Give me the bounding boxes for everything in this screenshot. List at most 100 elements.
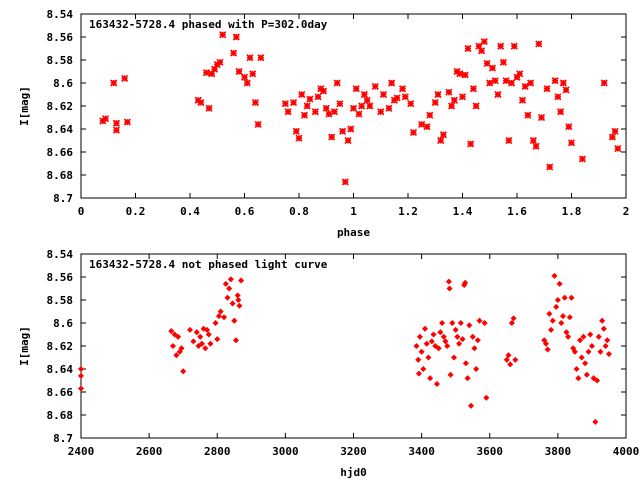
data-point <box>588 342 595 350</box>
data-point <box>578 155 586 163</box>
data-point <box>585 348 592 355</box>
data-point <box>416 333 423 340</box>
data-point <box>497 42 505 50</box>
data-point <box>254 120 262 128</box>
data-point <box>502 77 510 85</box>
data-point <box>235 296 242 304</box>
data-point <box>426 111 434 119</box>
data-point <box>377 108 385 116</box>
data-point <box>458 93 467 101</box>
data-point <box>478 47 486 55</box>
x-tick-label: 0.4 <box>180 205 200 218</box>
data-point <box>235 67 243 76</box>
x-axis-label: hjd0 <box>340 466 367 479</box>
x-tick-label: 1.8 <box>562 205 582 218</box>
data-point <box>481 319 488 327</box>
x-tick-label: 1.6 <box>507 205 527 218</box>
data-point <box>219 31 227 39</box>
data-point <box>544 346 551 353</box>
y-tick-label: 8.58 <box>47 294 74 307</box>
data-point <box>226 285 233 292</box>
data-point <box>446 285 453 292</box>
data-point <box>180 368 187 375</box>
data-point <box>475 42 483 50</box>
data-point <box>198 340 205 347</box>
plot-title: 163432-5728.4 phased with P=302.0day <box>89 18 328 31</box>
data-point <box>190 338 197 345</box>
data-point <box>341 178 349 186</box>
data-point <box>349 104 358 112</box>
data-point <box>590 375 597 382</box>
data-point <box>554 93 562 101</box>
data-point <box>347 125 355 133</box>
data-point <box>430 331 437 338</box>
data-point <box>197 98 205 107</box>
data-point <box>422 325 429 332</box>
data-point <box>415 356 422 363</box>
data-point <box>508 319 515 327</box>
data-point <box>401 93 409 101</box>
data-point <box>306 95 314 103</box>
data-point <box>565 123 573 131</box>
data-point <box>322 104 330 112</box>
y-axis-label: I[mag] <box>18 326 31 366</box>
data-point <box>413 342 420 350</box>
x-axis-label: phase <box>337 226 370 239</box>
data-point <box>578 354 585 361</box>
data-point <box>418 348 425 355</box>
data-point <box>467 140 475 148</box>
data-point <box>420 365 427 373</box>
data-point <box>77 365 85 373</box>
data-point <box>398 85 407 93</box>
data-point <box>600 325 607 332</box>
data-point <box>175 333 182 340</box>
x-tick-label: 1.4 <box>453 205 473 218</box>
y-tick-label: 8.68 <box>47 169 74 182</box>
data-point <box>605 351 612 358</box>
x-tick-label: 0.8 <box>289 205 309 218</box>
data-point <box>432 342 439 350</box>
data-point <box>467 402 475 409</box>
y-tick-label: 8.6 <box>53 77 73 90</box>
data-point <box>450 354 458 361</box>
x-tick-label: 1.2 <box>398 205 418 218</box>
data-point <box>580 333 587 340</box>
x-tick-label: 2400 <box>68 445 95 458</box>
x-tick-label: 2600 <box>136 445 163 458</box>
data-point <box>232 33 240 41</box>
x-tick-label: 0 <box>78 205 85 218</box>
data-point <box>205 104 213 112</box>
data-point <box>169 342 176 350</box>
data-point <box>243 79 251 87</box>
data-point <box>439 319 446 327</box>
data-point <box>289 98 298 107</box>
data-point <box>600 79 608 87</box>
data-point <box>462 360 469 367</box>
data-point <box>202 345 209 352</box>
y-tick-label: 8.62 <box>47 340 74 353</box>
data-point <box>110 79 118 87</box>
y-tick-label: 8.58 <box>47 54 74 67</box>
data-point <box>507 79 516 87</box>
data-point <box>592 418 599 425</box>
plot-frame <box>80 253 627 439</box>
data-point <box>101 115 110 123</box>
data-point <box>599 317 606 324</box>
data-point <box>464 375 471 382</box>
data-point <box>339 127 347 135</box>
data-point <box>566 314 573 321</box>
data-point <box>597 348 604 355</box>
data-point <box>431 98 439 107</box>
data-point <box>543 85 551 93</box>
data-point <box>246 54 254 62</box>
data-point <box>257 54 265 62</box>
x-tick-label: 0.6 <box>235 205 255 218</box>
data-point <box>447 371 454 378</box>
data-point <box>565 333 572 340</box>
plot-title: 163432-5728.4 not phased light curve <box>89 258 328 271</box>
data-point <box>568 294 575 301</box>
data-point <box>423 340 430 347</box>
data-point <box>112 119 120 127</box>
y-tick-label: 8.64 <box>47 363 74 376</box>
data-point <box>173 352 180 359</box>
